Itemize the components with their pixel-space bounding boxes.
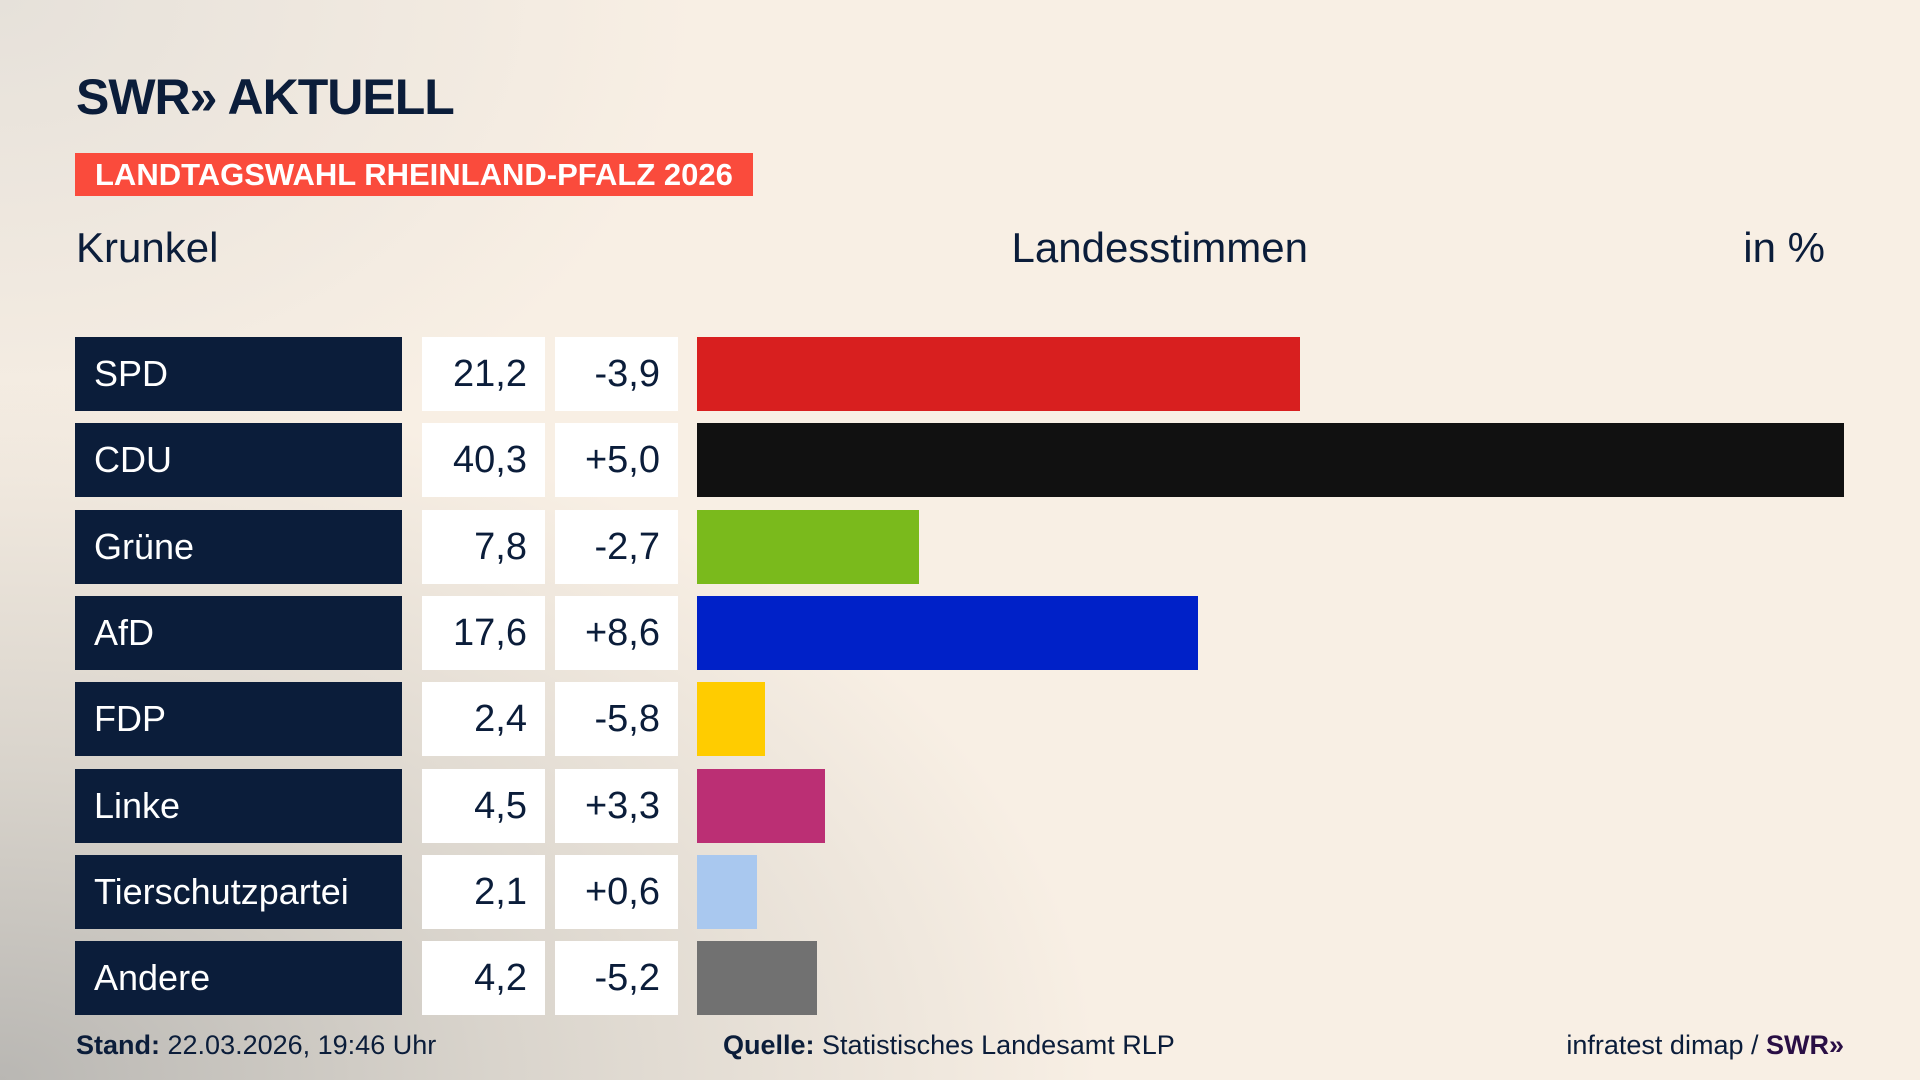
metric-label: Landesstimmen xyxy=(1011,224,1308,271)
party-name: Tierschutzpartei xyxy=(75,854,402,929)
vote-change: +3,3 xyxy=(555,768,678,843)
party-row: SPD 21,2 -3,9 xyxy=(0,337,1920,411)
vote-share: 40,3 xyxy=(422,423,545,498)
party-row: CDU 40,3 +5,0 xyxy=(0,423,1920,498)
party-bar xyxy=(697,941,817,1016)
swr-aktuell-logo: SWR» AKTUELL xyxy=(76,69,455,125)
vote-change: -3,9 xyxy=(555,337,678,411)
stand-value: 22.03.2026, 19:46 Uhr xyxy=(167,1030,437,1060)
party-name: CDU xyxy=(75,423,402,498)
vote-share: 21,2 xyxy=(422,337,545,411)
unit-label: in % xyxy=(1743,224,1825,271)
stand-info: Stand: 22.03.2026, 19:46 Uhr xyxy=(76,1030,436,1061)
vote-share: 2,4 xyxy=(422,682,545,757)
credit-text: infratest dimap / xyxy=(1566,1030,1766,1060)
party-row: Grüne 7,8 -2,7 xyxy=(0,509,1920,584)
vote-change: -2,7 xyxy=(555,509,678,584)
party-row: Linke 4,5 +3,3 xyxy=(0,768,1920,843)
election-banner: LANDTAGSWAHL RHEINLAND-PFALZ 2026 xyxy=(75,153,753,196)
vote-share: 4,5 xyxy=(422,768,545,843)
stand-label: Stand: xyxy=(76,1030,160,1060)
vote-change: +5,0 xyxy=(555,423,678,498)
party-bar xyxy=(697,768,826,843)
vote-share: 17,6 xyxy=(422,595,545,670)
source-info: Quelle: Statistisches Landesamt RLP xyxy=(723,1030,1175,1061)
party-bar xyxy=(697,509,919,584)
party-name: FDP xyxy=(75,682,402,757)
party-name: Linke xyxy=(75,768,402,843)
party-name: Grüne xyxy=(75,509,402,584)
party-bar xyxy=(697,595,1198,670)
place-name: Krunkel xyxy=(76,224,219,271)
party-row: Andere 4,2 -5,2 xyxy=(0,941,1920,1016)
vote-change: +0,6 xyxy=(555,854,678,929)
party-row: Tierschutzpartei 2,1 +0,6 xyxy=(0,854,1920,929)
vote-share: 4,2 xyxy=(422,941,545,1016)
vote-share: 2,1 xyxy=(422,854,545,929)
party-name: SPD xyxy=(75,337,402,411)
party-bar xyxy=(697,682,766,757)
swr-logo: SWR» xyxy=(1765,1030,1844,1060)
vote-change: -5,8 xyxy=(555,682,678,757)
party-name: Andere xyxy=(75,941,402,1016)
party-name: AfD xyxy=(75,595,402,670)
party-bar xyxy=(697,854,757,929)
source-label: Quelle: xyxy=(723,1030,815,1060)
source-value: Statistisches Landesamt RLP xyxy=(822,1030,1175,1060)
party-row: FDP 2,4 -5,8 xyxy=(0,682,1920,757)
party-bar xyxy=(697,423,1844,498)
vote-share: 7,8 xyxy=(422,509,545,584)
vote-change: +8,6 xyxy=(555,595,678,670)
vote-change: -5,2 xyxy=(555,941,678,1016)
credit: infratest dimap / SWR» xyxy=(1566,1030,1844,1061)
party-row: AfD 17,6 +8,6 xyxy=(0,595,1920,670)
party-bar xyxy=(697,337,1301,411)
